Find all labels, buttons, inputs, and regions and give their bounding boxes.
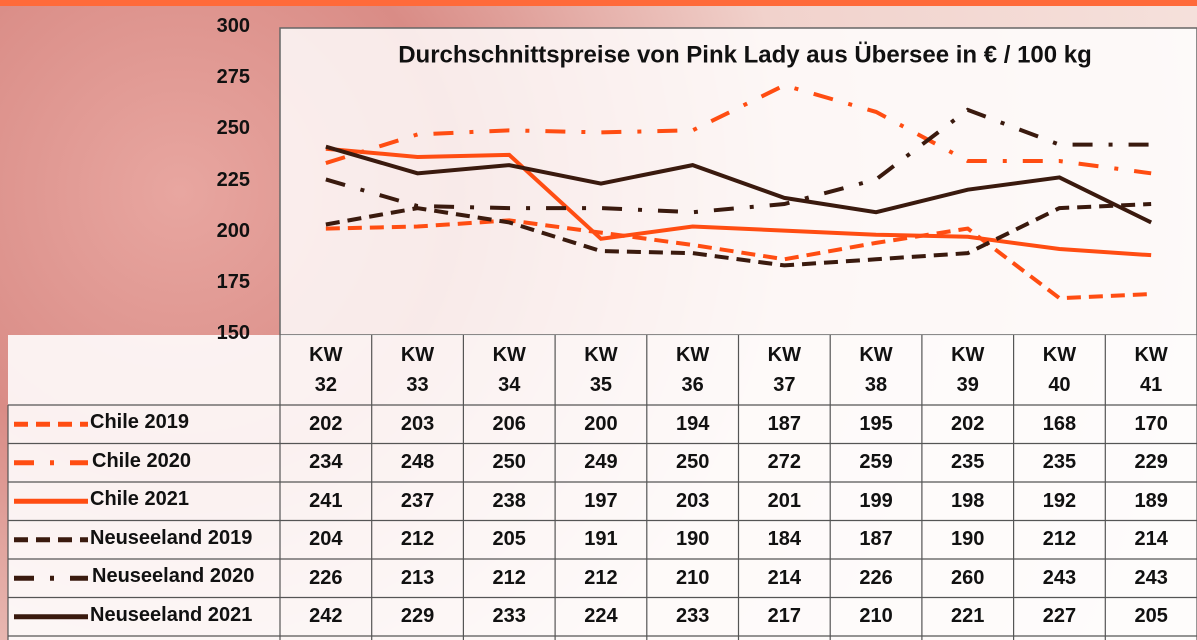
table-value: 234 xyxy=(309,451,343,474)
x-tick-label: KW 32 xyxy=(309,344,343,396)
table-value: 170 xyxy=(1134,412,1168,435)
table-value: 237 xyxy=(400,489,435,512)
legend-label: Chile 2021 xyxy=(90,488,189,511)
y-tick-label: 200 xyxy=(216,219,250,242)
table-value: 212 xyxy=(400,528,435,551)
table-value: 197 xyxy=(584,489,618,512)
table-value: 190 xyxy=(951,528,985,551)
y-tick-label: 150 xyxy=(216,322,250,344)
table-value: 201 xyxy=(767,489,802,512)
table-value: 233 xyxy=(675,605,710,628)
table-value: 260 xyxy=(951,566,985,589)
table-value: 226 xyxy=(859,566,893,589)
x-tick-label: KW 36 xyxy=(675,344,710,396)
table-value: 214 xyxy=(767,566,802,589)
table-value: 250 xyxy=(492,451,526,474)
x-tick-label: KW 33 xyxy=(400,344,435,396)
table-value: 203 xyxy=(400,412,435,435)
table-value: 226 xyxy=(309,566,343,589)
table-value: 189 xyxy=(1134,489,1168,512)
x-tick-label: KW 37 xyxy=(767,344,801,396)
table-value: 184 xyxy=(767,528,802,551)
table-value: 195 xyxy=(859,412,893,435)
x-tick-label: KW 35 xyxy=(584,344,618,396)
table-value: 241 xyxy=(309,489,343,512)
table-value: 187 xyxy=(767,412,802,435)
table-value: 272 xyxy=(767,451,802,474)
table-value: 203 xyxy=(675,489,710,512)
legend-label: Chile 2020 xyxy=(92,449,191,472)
table-value: 243 xyxy=(1134,566,1168,589)
y-tick-label: 275 xyxy=(216,66,250,89)
table-value: 233 xyxy=(492,605,526,628)
table-value: 168 xyxy=(1042,412,1077,435)
x-tick-label: KW 40 xyxy=(1042,344,1077,396)
table-value: 214 xyxy=(1134,528,1168,551)
y-tick-label: 250 xyxy=(216,117,250,140)
chart-title: Durchschnittspreise von Pink Lady aus Üb… xyxy=(398,41,1092,68)
table-value: 221 xyxy=(951,605,985,628)
table-value: 202 xyxy=(951,412,985,435)
series-line xyxy=(325,202,1152,268)
x-tick-label: KW 34 xyxy=(492,344,526,396)
series-line xyxy=(325,146,1152,258)
table-value: 229 xyxy=(1134,451,1168,474)
table-value: 259 xyxy=(859,451,893,474)
table-value: 229 xyxy=(400,605,435,628)
series-line xyxy=(325,144,1153,225)
y-tick-label: 175 xyxy=(216,270,250,293)
table-value: 217 xyxy=(767,605,802,628)
table-value: 227 xyxy=(1042,605,1077,628)
table-value: 198 xyxy=(951,489,985,512)
table-value: 235 xyxy=(951,451,985,474)
table-value: 238 xyxy=(492,489,526,512)
table-value: 224 xyxy=(584,605,618,628)
table-value: 205 xyxy=(1134,605,1168,628)
x-tick-label: KW 41 xyxy=(1134,344,1168,396)
table-value: 187 xyxy=(859,528,893,551)
table-value: 191 xyxy=(584,528,618,551)
table-value: 212 xyxy=(492,566,526,589)
table-value: 206 xyxy=(492,412,526,435)
table-value: 248 xyxy=(400,451,435,474)
table-value: 192 xyxy=(1042,489,1077,512)
legend-label: Neuseeland 2019 xyxy=(90,526,253,549)
table-bg xyxy=(8,335,1197,640)
y-tick-label: 300 xyxy=(216,15,250,37)
table-value: 190 xyxy=(675,528,710,551)
table-value: 212 xyxy=(1042,528,1077,551)
table-value: 242 xyxy=(309,605,343,628)
legend-label: Neuseeland 2020 xyxy=(92,565,255,588)
table-value: 210 xyxy=(675,566,710,589)
table-value: 204 xyxy=(309,528,343,551)
top-strip xyxy=(0,0,1197,6)
x-tick-label: KW 38 xyxy=(859,344,893,396)
table-value: 235 xyxy=(1042,451,1077,474)
table-value: 202 xyxy=(309,412,343,435)
x-tick-label: KW 39 xyxy=(951,344,985,396)
table-value: 200 xyxy=(584,412,618,435)
table-value: 249 xyxy=(584,451,618,474)
series-line xyxy=(325,218,1152,301)
table-value: 213 xyxy=(400,566,435,589)
table-value: 205 xyxy=(492,528,526,551)
table-value: 250 xyxy=(675,451,710,474)
table-corner xyxy=(0,335,280,405)
legend-label: Chile 2019 xyxy=(90,411,189,434)
y-tick-label: 225 xyxy=(216,168,250,191)
table-value: 210 xyxy=(859,605,893,628)
table-value: 243 xyxy=(1042,566,1077,589)
table-value: 194 xyxy=(675,412,710,435)
table-value: 212 xyxy=(584,566,618,589)
table-value: 199 xyxy=(859,489,893,512)
legend-label: Neuseeland 2021 xyxy=(90,603,253,626)
